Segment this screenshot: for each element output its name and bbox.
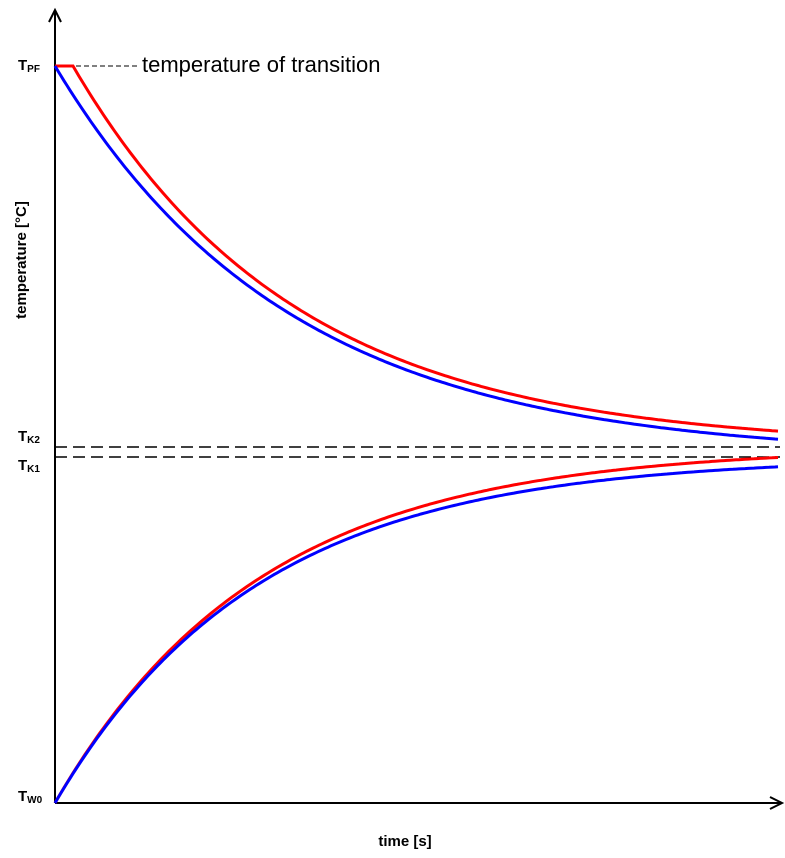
y-label-sub: PF (27, 64, 40, 75)
curve-red-bottom (53, 456, 779, 804)
y-label-sub: K1 (27, 464, 40, 475)
y-label-sub: K2 (27, 435, 40, 446)
y-label-main: T (18, 788, 27, 805)
y-arrow (48, 7, 62, 23)
y-label-main: T (18, 428, 27, 445)
y-label-main: T (18, 457, 27, 474)
y-label-main: T (18, 57, 27, 74)
curve-blue-top (53, 65, 779, 441)
curve-blue-bottom (53, 465, 779, 804)
y-label: TPF (18, 57, 40, 75)
curve-red-top (55, 64, 779, 433)
x-arrow (769, 796, 785, 810)
y-label: TW0 (18, 788, 43, 806)
y-label: TK1 (18, 457, 40, 475)
y-label: TK2 (18, 428, 40, 446)
x-axis-title: time [s] (378, 833, 431, 850)
y-axis-title: temperature [°C] (13, 201, 30, 319)
y-label-sub: W0 (27, 795, 42, 806)
annotation: temperature of transition (142, 52, 380, 77)
